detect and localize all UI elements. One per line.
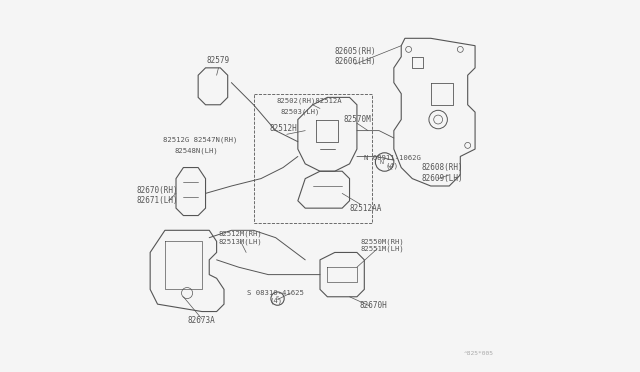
Text: 82570M: 82570M (343, 115, 371, 124)
Text: ^825*005: ^825*005 (463, 351, 493, 356)
Text: N: N (380, 160, 384, 164)
Text: 82670(RH)
82671(LH): 82670(RH) 82671(LH) (137, 186, 179, 205)
Text: 82550M(RH)
82551M(LH): 82550M(RH) 82551M(LH) (361, 238, 404, 252)
Text: 82503(LH): 82503(LH) (280, 109, 319, 115)
Text: 82548N(LH): 82548N(LH) (175, 148, 218, 154)
Text: S: S (276, 296, 279, 301)
Text: S 08310-41625
(4): S 08310-41625 (4) (247, 290, 304, 304)
Text: 82502(RH)82512A: 82502(RH)82512A (276, 98, 342, 104)
Text: 82512AA: 82512AA (350, 203, 382, 213)
Text: 82608(RH)
82609(LH): 82608(RH) 82609(LH) (421, 163, 463, 183)
Text: 82512M(RH)
82513M(LH): 82512M(RH) 82513M(LH) (219, 231, 262, 245)
Text: 82579: 82579 (207, 56, 230, 65)
Text: 82670H: 82670H (360, 301, 387, 311)
Text: 82512H: 82512H (269, 124, 297, 133)
Text: N 08911-1062G
(4): N 08911-1062G (4) (364, 155, 420, 169)
Text: 82605(RH)
82606(LH): 82605(RH) 82606(LH) (334, 47, 376, 67)
Text: 82512G 82547N(RH): 82512G 82547N(RH) (163, 137, 237, 143)
Text: 82673A: 82673A (188, 316, 216, 325)
